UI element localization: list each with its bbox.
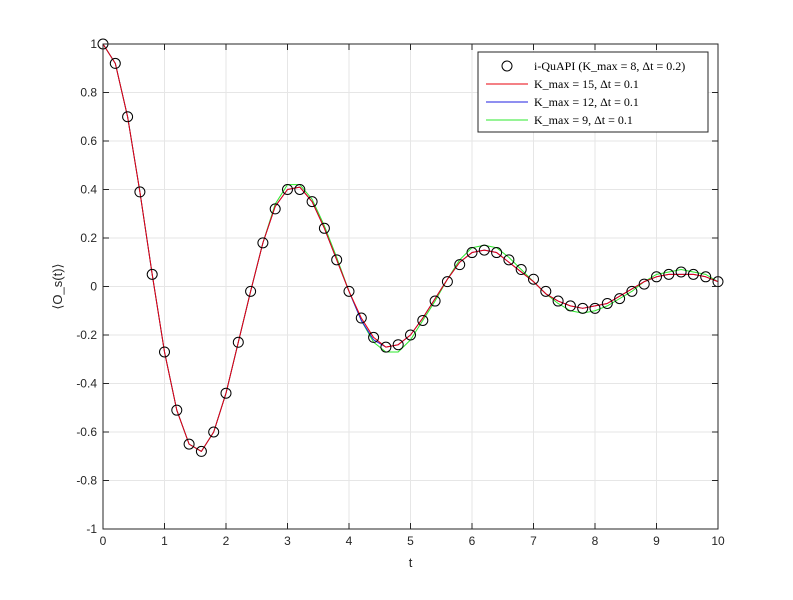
data-point-marker bbox=[282, 184, 293, 195]
data-point-marker bbox=[146, 268, 158, 280]
data-point-marker bbox=[134, 186, 146, 198]
data-point-marker bbox=[318, 222, 330, 234]
data-point-marker bbox=[478, 244, 490, 256]
axis-ticks: 0 1 2 3 4 5 6 7 8 9 10 -1 -0.8 -0.6 -0.4 -0.2 0 0.2 0.4 0.6… bbox=[76, 37, 725, 548]
data-point-marker bbox=[306, 196, 318, 208]
data-point-marker bbox=[195, 445, 207, 457]
series-layer bbox=[97, 38, 724, 457]
data-point-marker bbox=[257, 237, 269, 249]
y-tick-label: -0.8 bbox=[76, 474, 97, 488]
data-point-marker bbox=[343, 285, 355, 297]
y-tick-label: -0.2 bbox=[76, 328, 97, 342]
data-point-marker bbox=[331, 254, 343, 266]
data-point-marker bbox=[491, 247, 503, 259]
data-point-marker bbox=[171, 404, 183, 416]
legend-label-iquapi: i-QuAPI (K_max = 8, Δt = 0.2) bbox=[534, 59, 685, 73]
data-point-marker bbox=[159, 346, 170, 358]
data-point-marker bbox=[663, 268, 675, 280]
data-point-marker bbox=[466, 247, 478, 259]
series-line-1 bbox=[102, 43, 719, 452]
data-point-marker bbox=[355, 312, 367, 324]
x-tick-label: 4 bbox=[346, 534, 353, 548]
x-tick-label: 7 bbox=[530, 534, 537, 548]
data-point-marker bbox=[552, 295, 564, 307]
data-point-marker bbox=[503, 254, 515, 266]
y-tick-label: 0.4 bbox=[80, 183, 97, 197]
data-point-marker bbox=[232, 336, 244, 348]
x-tick-label: 6 bbox=[469, 534, 476, 548]
data-point-marker bbox=[122, 111, 134, 123]
data-point-marker bbox=[515, 264, 527, 276]
x-tick-label: 2 bbox=[223, 534, 230, 548]
legend-label-kmax12: K_max = 12, Δt = 0.1 bbox=[534, 95, 639, 109]
y-tick-label: 1 bbox=[90, 37, 97, 51]
data-point-marker bbox=[589, 302, 601, 314]
data-point-marker bbox=[380, 341, 392, 353]
data-point-marker bbox=[220, 387, 232, 399]
data-point-marker bbox=[564, 300, 576, 312]
data-point-marker bbox=[441, 276, 453, 288]
x-tick-label: 1 bbox=[161, 534, 168, 548]
data-point-marker bbox=[540, 285, 552, 297]
data-point-marker bbox=[626, 285, 638, 297]
data-point-marker bbox=[245, 285, 257, 297]
legend-swatch-iquapi bbox=[501, 60, 513, 72]
x-tick-label: 8 bbox=[592, 534, 599, 548]
data-point-marker bbox=[368, 331, 380, 343]
y-tick-label: 0.8 bbox=[80, 86, 97, 100]
data-point-marker bbox=[651, 271, 662, 283]
data-point-marker bbox=[429, 295, 441, 307]
data-point-marker bbox=[700, 271, 712, 283]
x-tick-label: 9 bbox=[653, 534, 660, 548]
data-point-marker bbox=[269, 203, 281, 215]
data-point-marker bbox=[614, 293, 626, 305]
y-tick-label: 0.2 bbox=[80, 231, 97, 245]
data-point-marker bbox=[183, 438, 195, 450]
data-point-marker bbox=[638, 278, 650, 290]
data-point-marker bbox=[109, 57, 121, 69]
y-tick-label: -0.6 bbox=[76, 425, 97, 439]
legend: i-QuAPI (K_max = 8, Δt = 0.2) K_max = 15… bbox=[477, 51, 709, 133]
legend-box bbox=[477, 51, 709, 133]
x-tick-label: 0 bbox=[100, 534, 107, 548]
data-point-marker bbox=[675, 266, 687, 278]
data-point-marker bbox=[208, 426, 220, 438]
data-point-marker bbox=[601, 297, 613, 309]
data-point-marker bbox=[577, 302, 589, 314]
x-axis-label: t bbox=[409, 555, 413, 570]
data-point-marker bbox=[405, 329, 416, 341]
data-point-marker bbox=[687, 268, 699, 280]
y-axis-label: ⟨O_s(t)⟩ bbox=[50, 263, 65, 309]
legend-label-kmax9: K_max = 9, Δt = 0.1 bbox=[534, 113, 633, 127]
data-point-marker bbox=[417, 314, 429, 326]
x-tick-label: 3 bbox=[284, 534, 291, 548]
y-tick-label: 0 bbox=[90, 280, 97, 294]
legend-label-kmax15: K_max = 15, Δt = 0.1 bbox=[534, 77, 639, 91]
y-tick-label: -1 bbox=[86, 522, 97, 536]
x-tick-label: 5 bbox=[407, 534, 414, 548]
data-point-marker bbox=[294, 184, 306, 195]
y-tick-label: -0.4 bbox=[76, 377, 97, 391]
data-point-marker bbox=[392, 339, 404, 351]
x-tick-label: 10 bbox=[711, 534, 725, 548]
data-point-marker bbox=[528, 273, 539, 285]
data-point-marker bbox=[454, 259, 466, 271]
y-tick-label: 0.6 bbox=[80, 134, 97, 148]
